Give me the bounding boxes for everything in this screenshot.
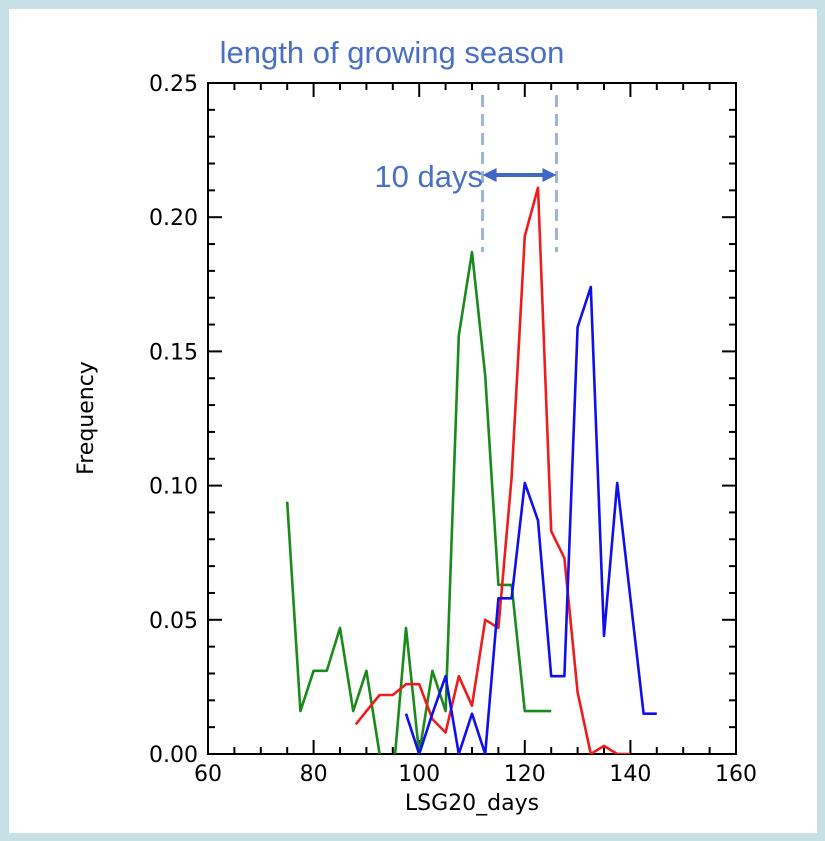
y-tick-label: 0.10 — [149, 475, 198, 500]
tick-labels: 60 80 100 120 140 160 0.00 0.05 0.10 0.15 0.20 0.25 — [149, 72, 757, 787]
x-tick-label: 140 — [609, 762, 651, 787]
interval-markers — [481, 95, 558, 253]
series-line-2 — [354, 186, 631, 754]
y-tick-label: 0.00 — [149, 743, 198, 768]
interval-annotation: 10 days — [374, 159, 483, 194]
x-tick-label: 100 — [398, 762, 440, 787]
axis-ticks — [207, 82, 737, 755]
x-axis-label: LSG20_days — [405, 791, 539, 816]
y-tick-label: 0.20 — [149, 206, 198, 231]
y-tick-label: 0.25 — [149, 72, 198, 97]
interval-arrow-head-right — [542, 168, 557, 182]
x-tick-label: 80 — [300, 762, 328, 787]
x-tick-label: 160 — [715, 762, 757, 787]
series-line-1 — [285, 250, 552, 754]
x-tick-label: 60 — [194, 762, 222, 787]
y-tick-label: 0.05 — [149, 609, 198, 634]
interval-arrow-head-left — [482, 168, 497, 182]
chart-title: length of growing season — [220, 35, 565, 70]
y-tick-label: 0.15 — [149, 340, 198, 365]
x-tick-label: 120 — [504, 762, 546, 787]
series-line-3 — [404, 285, 657, 754]
series-lines — [285, 186, 657, 754]
y-axis-label: Frequency — [74, 361, 99, 475]
